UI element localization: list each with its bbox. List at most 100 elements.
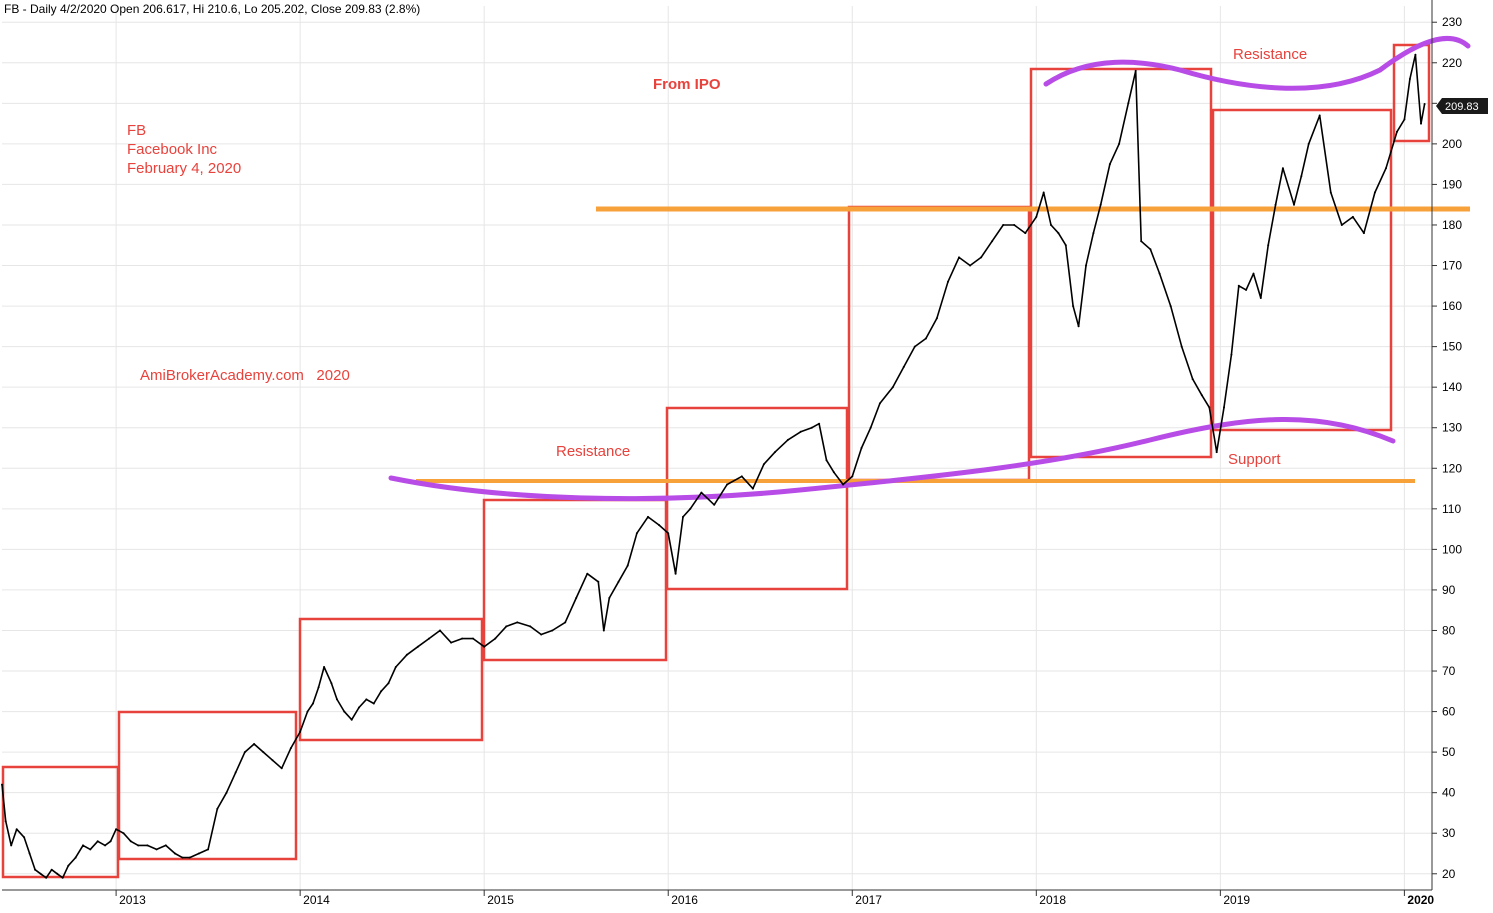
price-point <box>28 852 31 855</box>
chart-title: FB - Daily 4/2/2020 Open 206.617, Hi 210… <box>4 2 420 16</box>
price-point <box>483 645 486 648</box>
y-tick-label: 90 <box>1442 583 1456 597</box>
price-point <box>216 807 219 810</box>
price-point <box>713 503 716 506</box>
y-tick-label: 60 <box>1442 705 1456 719</box>
price-point <box>1307 142 1310 145</box>
price-point <box>1191 378 1194 381</box>
x-tick-label: 2020 <box>1407 893 1434 907</box>
price-point <box>700 491 703 494</box>
price-point <box>96 840 99 843</box>
x-tick-label: 2014 <box>303 893 330 907</box>
price-point <box>818 422 821 425</box>
price-point <box>1092 232 1095 235</box>
price-point <box>207 848 210 851</box>
price-point <box>1077 325 1080 328</box>
price-point <box>726 483 729 486</box>
range-box-2018 <box>1029 67 1213 459</box>
price-point <box>82 844 84 847</box>
price-point <box>122 832 125 835</box>
price-point <box>667 532 670 535</box>
price-point <box>617 580 620 583</box>
price-point <box>947 280 949 283</box>
price-point <box>146 844 149 847</box>
price-point <box>1072 305 1075 308</box>
price-point <box>358 706 360 709</box>
lower-trend-curve <box>388 417 1396 502</box>
company-label: Facebook Inc <box>127 141 218 158</box>
y-tick-label: 190 <box>1442 177 1462 191</box>
price-point <box>129 840 132 843</box>
price-point <box>1134 69 1137 72</box>
price-point <box>1127 102 1130 105</box>
price-point <box>597 580 600 583</box>
price-point <box>336 698 338 701</box>
price-point <box>682 515 684 518</box>
price-point <box>1274 203 1277 206</box>
y-tick-label: 30 <box>1442 826 1456 840</box>
price-point <box>860 447 863 449</box>
x-tick-label: 2016 <box>671 893 698 907</box>
price-point <box>1259 297 1262 299</box>
axis-layer: 20 30 40 50 60 70 80 90 100 110 120 130 140 150 160 170… <box>2 0 1462 907</box>
price-point <box>450 641 453 644</box>
price-point <box>350 718 353 721</box>
price-point <box>289 747 292 750</box>
price-point <box>299 730 302 733</box>
price-point <box>774 451 776 454</box>
price-point <box>428 637 430 640</box>
price-point <box>575 597 578 599</box>
last-price-tag: 209.83 <box>1436 98 1488 114</box>
price-point <box>1408 78 1411 80</box>
range-box-2020 <box>1392 43 1431 143</box>
x-tick-label: 2017 <box>855 893 882 907</box>
x-tick-label: 2013 <box>119 893 146 907</box>
price-point <box>825 459 828 462</box>
price-point <box>924 337 927 340</box>
price-point <box>74 856 77 859</box>
price-point <box>461 637 464 640</box>
price-point <box>564 621 567 624</box>
price-point <box>1396 130 1398 133</box>
price-point <box>762 463 765 466</box>
price-point <box>115 828 118 831</box>
price-point <box>1002 224 1005 226</box>
price-point <box>174 852 176 855</box>
price-point <box>4 820 7 823</box>
price-point <box>1200 394 1203 397</box>
price-point <box>253 743 256 745</box>
price-point <box>494 637 497 640</box>
price-point <box>23 836 26 839</box>
resistance-label-upper: Resistance <box>1233 46 1307 63</box>
price-point <box>306 710 309 713</box>
y-tick-label: 120 <box>1442 461 1462 475</box>
price-point <box>1403 118 1406 121</box>
price-point <box>197 852 200 855</box>
price-point <box>1085 264 1087 267</box>
price-point <box>786 438 789 441</box>
watermark-label: AmiBrokerAcademy.com 2020 <box>140 367 350 384</box>
range-box-2013 <box>117 710 298 861</box>
price-point <box>104 844 107 847</box>
price-point <box>1013 224 1016 226</box>
price-point <box>1420 122 1422 125</box>
price-layer <box>1 53 1426 879</box>
price-point <box>602 629 605 632</box>
price-point <box>635 532 638 535</box>
price-point <box>1024 232 1027 235</box>
price-point <box>980 256 983 259</box>
y-tick-label: 230 <box>1442 15 1462 29</box>
price-point <box>1223 406 1225 409</box>
y-tick-label: 110 <box>1442 502 1461 516</box>
price-point <box>1362 232 1365 235</box>
price-point <box>155 848 158 851</box>
price-point <box>878 402 881 405</box>
date-label: February 4, 2020 <box>127 160 241 177</box>
price-point <box>56 872 59 875</box>
price-point <box>608 597 611 599</box>
x-tick-label: 2018 <box>1039 893 1066 907</box>
price-point <box>658 524 660 526</box>
upper-trend-curve <box>1043 36 1471 91</box>
